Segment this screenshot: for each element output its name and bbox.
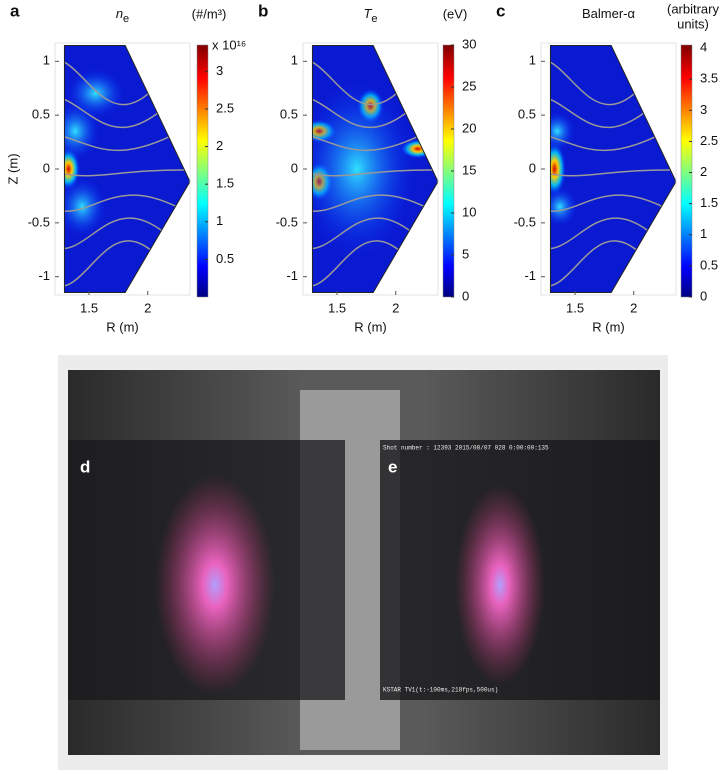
plasma-glow: [455, 485, 545, 685]
y-tick-label: 1: [43, 53, 50, 68]
chart-title: Te: [363, 6, 377, 24]
colorbar-label: units): [677, 16, 709, 31]
colorbar-tick-label: 3: [216, 63, 223, 78]
x-tick-label: 1.5: [80, 300, 98, 315]
y-tick-label: 0: [43, 160, 50, 175]
field-blob: [312, 79, 417, 259]
x-axis-label: R (m): [354, 319, 387, 334]
x-tick-label: 2: [392, 300, 399, 315]
y-tick-label: -1: [524, 268, 536, 283]
title-text: T: [363, 6, 372, 21]
title-text: Balmer-α: [582, 6, 636, 21]
panel-label: d: [80, 457, 90, 476]
y-tick-label: 0.5: [280, 107, 298, 122]
field-blob: [550, 141, 567, 197]
y-tick-label: -0.5: [514, 214, 536, 229]
field-line: [64, 125, 190, 151]
field-line: [550, 169, 676, 177]
colorbar-tick-label: 15: [462, 162, 476, 177]
plot-outline: [311, 45, 439, 293]
y-tick-label: -1: [286, 268, 298, 283]
y-tick-label: 0.5: [518, 107, 536, 122]
y-tick-label: 1: [291, 53, 298, 68]
title-subscript: e: [123, 13, 129, 25]
y-axis-label: Z (m): [5, 153, 20, 184]
colorbar-tick-label: 3: [700, 102, 707, 117]
colorbar-tick-label: 1: [700, 226, 707, 241]
x-tick-label: 1.5: [328, 300, 346, 315]
field-blob: [550, 111, 576, 152]
colorbar-tick-label: 0.5: [700, 257, 718, 272]
x-axis-label: R (m): [106, 319, 139, 334]
plot-outline: [549, 45, 677, 293]
panel-label: e: [388, 457, 397, 476]
x-tick-label: 2: [630, 300, 637, 315]
y-tick-label: -1: [38, 268, 50, 283]
field-blob: [65, 68, 126, 119]
y-tick-label: 0: [529, 160, 536, 175]
heatmap-field: [64, 45, 190, 293]
field-blob: [64, 176, 107, 237]
colorbar-label: (arbitrary: [667, 1, 720, 16]
y-tick-label: -0.5: [276, 214, 298, 229]
colorbar: [680, 44, 693, 298]
x-axis-label: R (m): [592, 319, 625, 334]
colorbar: [196, 44, 209, 298]
colorbar-tick-label: 25: [462, 78, 476, 93]
y-tick-label: 0.5: [32, 107, 50, 122]
overlay-text: KSTAR TV1(t:-100ms,218fps,500us): [383, 687, 498, 694]
colorbar-tick-label: 1.5: [700, 195, 718, 210]
field-line: [550, 194, 676, 215]
x-tick-label: 1.5: [566, 300, 584, 315]
title-text: n: [116, 6, 123, 21]
field-line: [550, 125, 676, 151]
field-line: [64, 169, 190, 177]
colorbar-tick-label: 2.5: [216, 100, 234, 115]
colorbar-tick-label: 20: [462, 120, 476, 135]
field-line: [312, 169, 438, 177]
colorbar-tick-label: 10: [462, 204, 476, 219]
y-tick-label: 0: [291, 160, 298, 175]
colorbar-label: (eV): [443, 6, 468, 21]
panel-label: a: [10, 1, 20, 20]
field-line: [312, 125, 438, 151]
colorbar-tick-label: 0: [462, 288, 469, 303]
title-subscript: e: [371, 13, 377, 25]
colorbar-tick-label: 1.5: [216, 176, 234, 191]
colorbar-tick-label: 5: [462, 246, 469, 261]
colorbar-tick-label: 0.5: [216, 251, 234, 266]
colorbar-tick-label: 2: [216, 138, 223, 153]
colorbar-label: (#/m³): [192, 6, 227, 21]
colorbar-tick-label: 30: [462, 36, 476, 51]
chart-title: ne: [116, 6, 129, 24]
field-line: [312, 194, 438, 215]
x-tick-label: 2: [144, 300, 151, 315]
panel-label: c: [496, 1, 505, 20]
colorbar-tick-label: 4: [700, 40, 707, 55]
field-line: [64, 194, 190, 215]
y-tick-label: 1: [529, 53, 536, 68]
colorbar-tick-label: 1: [216, 213, 223, 228]
chart-title: Balmer-α: [582, 6, 636, 21]
colorbar-tick-label: 2: [700, 164, 707, 179]
y-tick-label: -0.5: [28, 214, 50, 229]
colorbar-tick-label: 0: [700, 288, 707, 303]
colorbar-multiplier: x 10¹⁶: [212, 37, 246, 52]
heatmap-field: [550, 45, 676, 293]
colorbar-tick-label: 2.5: [700, 133, 718, 148]
overlay-text: Shot number : 12393 2015/08/07 028 0:00:…: [383, 445, 549, 452]
colorbar-tick-label: 3.5: [700, 71, 718, 86]
heatmap-field: [312, 45, 438, 293]
plasma-glow: [155, 475, 275, 695]
plot-outline: [63, 45, 191, 293]
panel-label: b: [258, 1, 268, 20]
